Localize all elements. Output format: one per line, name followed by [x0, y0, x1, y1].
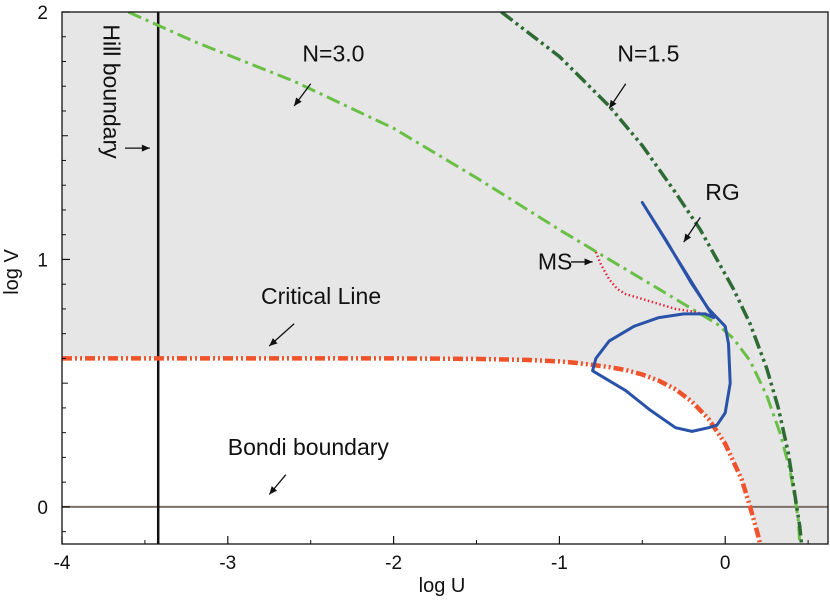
x-axis: -4 -3 -2 -1 0 — [54, 536, 809, 574]
annotation-arrow-head — [141, 144, 150, 152]
annotation-rg_label: RG — [705, 179, 740, 205]
y-axis: 0 1 2 — [37, 3, 70, 533]
annotation-arrow-head — [294, 97, 302, 107]
annotation-arrow-head — [584, 258, 593, 266]
series-line-n3 — [127, 12, 802, 544]
annotation-arrow-head — [269, 486, 278, 495]
annotation-arrow-head — [609, 99, 617, 109]
x-tick-label: -1 — [551, 553, 568, 574]
annotation-n15_label: N=1.5 — [617, 40, 679, 66]
series-line-rg — [591, 201, 732, 433]
plot-frame — [61, 11, 829, 545]
annotations: N=3.0 N=1.5 RG MS Critical Line Bondi boundar… — [98, 24, 740, 495]
x-tick-label: -3 — [219, 553, 236, 574]
y-tick-label: 2 — [37, 3, 48, 24]
y-axis-label: log V — [1, 249, 23, 295]
annotation-arrow-head — [683, 233, 692, 243]
annotation-critical_label: Critical Line — [261, 283, 381, 309]
series-line-n15 — [500, 12, 804, 544]
annotation-n3_label: N=3.0 — [302, 40, 364, 66]
y-tick-label: 0 — [37, 498, 48, 519]
x-tick-label: -2 — [385, 553, 402, 574]
y-tick-label: 1 — [37, 250, 48, 271]
series-line-critical — [62, 356, 763, 544]
annotation-hill_label: Hill boundary — [98, 24, 124, 159]
annotation-ms_label: MS — [538, 248, 573, 274]
x-tick-label: -4 — [54, 553, 71, 574]
plot-area: N=3.0 N=1.5 RG MS Critical Line Bondi boundar… — [61, 11, 829, 545]
annotation-bondi_label: Bondi boundary — [228, 434, 390, 460]
series-group — [62, 12, 828, 544]
annotation-arrow-head — [269, 338, 278, 347]
x-axis-label: log U — [419, 575, 466, 597]
shaded-region — [62, 12, 828, 544]
x-tick-label: 0 — [720, 553, 731, 574]
series-line-ms — [594, 251, 718, 320]
